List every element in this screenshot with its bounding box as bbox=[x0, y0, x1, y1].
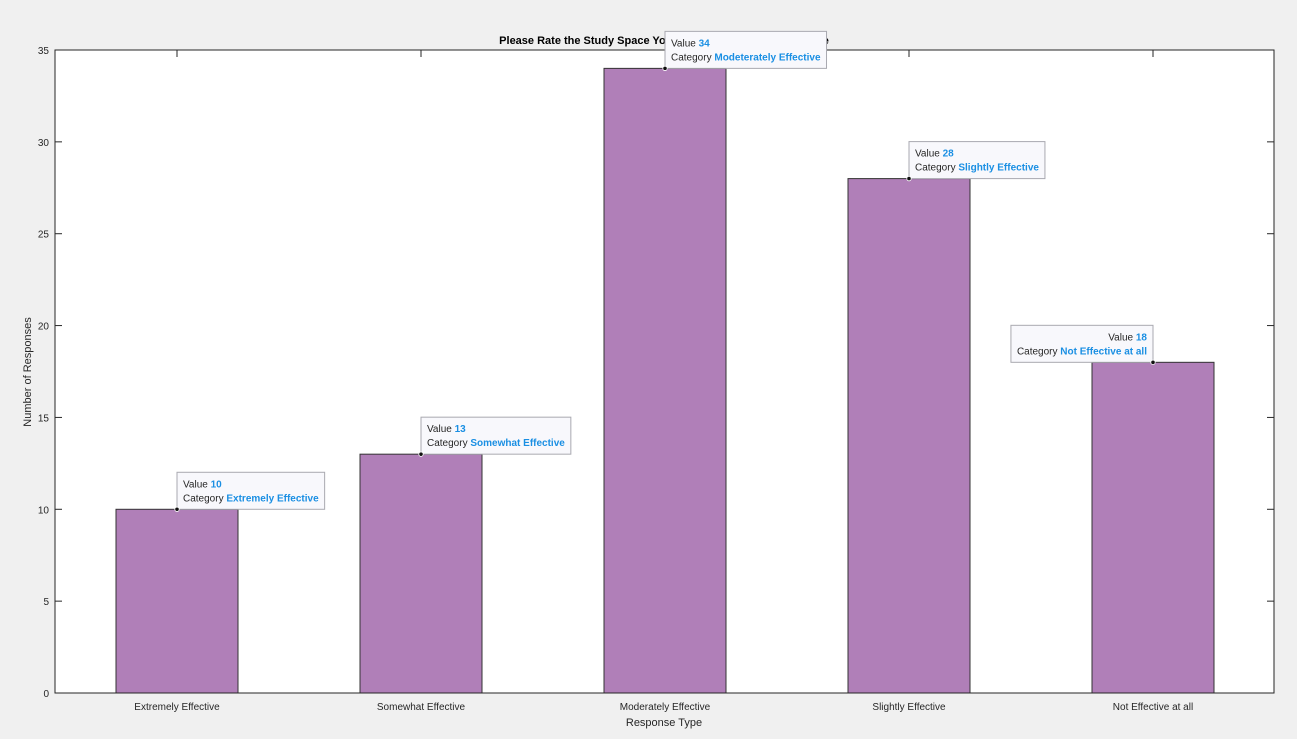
datatip-category: Slightly Effective bbox=[958, 163, 1039, 174]
datatip-value: 18 bbox=[1136, 332, 1148, 343]
datatip-category-line: Category Not Effective at all bbox=[1017, 346, 1147, 357]
y-tick-label: 5 bbox=[43, 597, 49, 608]
y-tick-label: 35 bbox=[38, 46, 50, 57]
datatip-value: 13 bbox=[455, 424, 467, 435]
datatip-category-label: Category bbox=[915, 163, 958, 174]
datatip-value-label: Value bbox=[671, 38, 699, 49]
datatip-category-label: Category bbox=[183, 493, 226, 504]
datatip-category: Extremely Effective bbox=[226, 493, 319, 504]
bar[interactable] bbox=[603, 67, 727, 694]
y-tick-label: 0 bbox=[43, 689, 49, 700]
datatip[interactable]: Value 28 Category Slightly Effective bbox=[906, 141, 1046, 182]
datatip-anchor-marker bbox=[418, 451, 424, 457]
datatip-value-line: Value 18 bbox=[1108, 332, 1147, 343]
datatip[interactable]: Value 10 Category Extremely Effective bbox=[174, 471, 326, 512]
datatip-anchor-marker bbox=[662, 65, 668, 71]
bar[interactable] bbox=[847, 178, 971, 694]
datatip-category-line: Category Somewhat Effective bbox=[427, 438, 565, 449]
datatip-category-line: Category Slightly Effective bbox=[915, 163, 1039, 174]
datatip-value-line: Value 34 bbox=[671, 38, 710, 49]
datatip-category-label: Category bbox=[1017, 346, 1060, 357]
datatip[interactable]: Value 13 Category Somewhat Effective bbox=[418, 416, 572, 457]
y-tick-label: 10 bbox=[38, 505, 50, 516]
datatip-value-label: Value bbox=[183, 479, 211, 490]
datatip-category-line: Category Modeterately Effective bbox=[671, 52, 821, 63]
datatip-box bbox=[176, 471, 326, 510]
bar[interactable] bbox=[115, 508, 239, 694]
x-tick-label: Somewhat Effective bbox=[377, 702, 466, 713]
datatip-category-label: Category bbox=[427, 438, 470, 449]
bar-series bbox=[115, 67, 1215, 694]
datatip-value-line: Value 10 bbox=[183, 479, 222, 490]
datatip-box bbox=[664, 30, 828, 69]
datatip-value-label: Value bbox=[427, 424, 455, 435]
datatip[interactable]: Value 34 Category Modeterately Effective bbox=[662, 30, 828, 71]
datatip-value-line: Value 13 bbox=[427, 424, 466, 435]
datatip-category: Not Effective at all bbox=[1060, 346, 1147, 357]
x-tick-label: Slightly Effective bbox=[872, 702, 946, 713]
datatip-anchor-marker bbox=[1150, 359, 1156, 365]
x-tick-label: Moderately Effective bbox=[620, 702, 711, 713]
datatip-value-label: Value bbox=[915, 149, 943, 160]
x-tick-label: Extremely Effective bbox=[134, 702, 220, 713]
bar[interactable] bbox=[359, 453, 483, 694]
y-tick-label: 25 bbox=[38, 230, 50, 241]
datatip-value: 34 bbox=[699, 38, 711, 49]
y-tick-label: 30 bbox=[38, 138, 50, 149]
x-tick-label: Not Effective at all bbox=[1113, 702, 1193, 713]
datatip[interactable]: Value 18 Category Not Effective at all bbox=[1010, 324, 1156, 365]
x-axis-label: Response Type bbox=[626, 717, 702, 729]
datatip-category-label: Category bbox=[671, 52, 714, 63]
datatip-value-line: Value 28 bbox=[915, 149, 954, 160]
datatip-value: 28 bbox=[943, 149, 955, 160]
datatip-box bbox=[908, 141, 1046, 180]
datatip-anchor-marker bbox=[906, 176, 912, 182]
datatip-category-line: Category Extremely Effective bbox=[183, 493, 319, 504]
datatip-box bbox=[1010, 324, 1154, 363]
y-axis-label: Number of Responses bbox=[22, 317, 34, 427]
y-tick-label: 20 bbox=[38, 322, 50, 333]
y-tick-label: 15 bbox=[38, 413, 50, 424]
datatip-category: Modeterately Effective bbox=[714, 52, 821, 63]
datatip-value: 10 bbox=[211, 479, 223, 490]
datatip-value-label: Value bbox=[1108, 332, 1136, 343]
datatip-anchor-marker bbox=[174, 506, 180, 512]
bar[interactable] bbox=[1091, 361, 1215, 694]
datatip-box bbox=[420, 416, 572, 455]
datatip-category: Somewhat Effective bbox=[470, 438, 565, 449]
